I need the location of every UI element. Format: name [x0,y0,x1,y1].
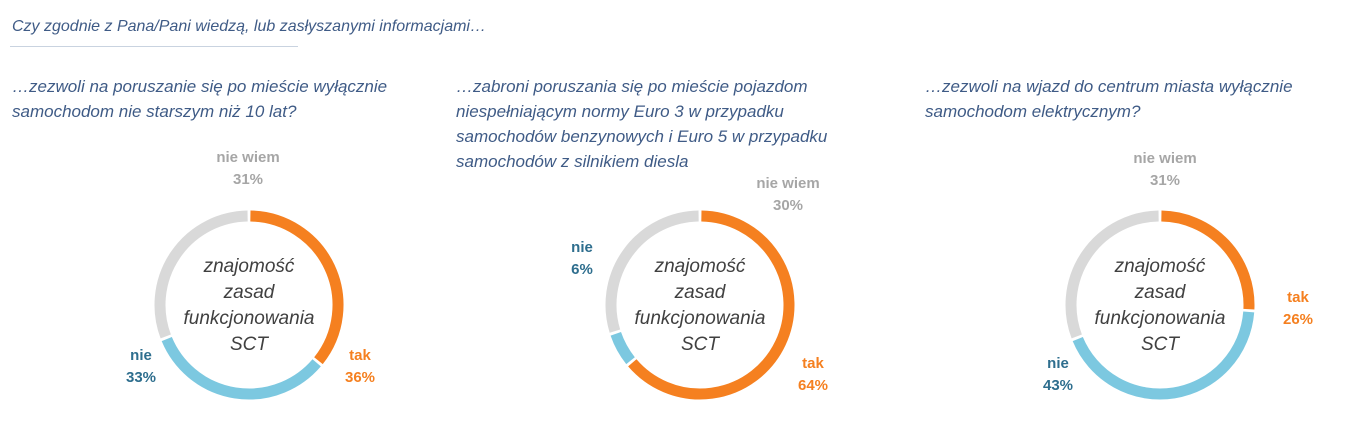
slice-value-nie: 43% [1043,377,1073,394]
donut-center-text: znajomość [203,256,295,277]
slice-value-tak: 64% [798,377,828,394]
donut-slice-nie-wiem [605,210,699,333]
question-1: …zezwoli na poruszanie się po mieście wy… [12,74,432,124]
donut-center-text: zasad [223,282,276,303]
survey-header: Czy zgodnie z Pana/Pani wiedzą, lub zasł… [12,18,486,35]
slice-value-nie: 33% [126,369,156,386]
donut-slice-nie-wiem [1065,210,1159,339]
question-3: …zezwoli na wjazd do centrum miasta wyłą… [925,74,1345,124]
donut-center-text: znajomość [654,256,746,277]
donut-slice-tak [250,210,344,365]
slice-value-nie-wiem: 31% [1150,172,1180,189]
question-2: …zabroni poruszania się po mieście pojaz… [456,74,876,174]
donut-slice-nie [610,331,635,365]
slice-label-nie-wiem: nie wiem [216,149,279,166]
donut-center-text: funkcjonowania [1095,308,1226,329]
donut-center-text: zasad [1134,282,1187,303]
donut-slice-tak [628,210,795,400]
slice-value-tak: 26% [1283,311,1313,328]
donut-center-text: SCT [230,334,269,355]
slice-value-tak: 36% [345,369,375,386]
header-divider [10,46,298,47]
donut-center-text: zasad [674,282,727,303]
question-3-line: …zezwoli na wjazd do centrum miasta wyłą… [925,77,1293,96]
donut-slice-nie-wiem [154,210,248,339]
donut-slice-nie [1072,311,1255,400]
question-3-line: samochodom elektrycznym? [925,102,1141,121]
question-2-line: samochodów benzynowych i Euro 5 w przypa… [456,127,828,146]
slice-label-nie-wiem: nie wiem [756,175,819,192]
slice-label-tak: tak [802,355,824,372]
donut-slice-nie [161,336,321,400]
slice-label-nie: nie [1047,355,1069,372]
donut-center-text: znajomość [1114,256,1206,277]
question-2-line: niespełniającym normy Euro 3 w przypadku [456,102,784,121]
question-1-line: samochodom nie starszym niż 10 lat? [12,102,297,121]
slice-value-nie: 6% [571,261,593,278]
question-2-line: samochodów z silnikiem diesla [456,152,689,171]
question-2-line: …zabroni poruszania się po mieście pojaz… [456,77,808,96]
slice-label-tak: tak [1287,289,1309,306]
question-1-line: …zezwoli na poruszanie się po mieście wy… [12,77,388,96]
slice-value-nie-wiem: 31% [233,171,263,188]
donut-center-text: SCT [681,334,720,355]
donut-center-text: funkcjonowania [635,308,766,329]
slice-label-nie: nie [130,347,152,364]
slice-label-nie: nie [571,239,593,256]
donut-center-text: SCT [1141,334,1180,355]
slice-label-tak: tak [349,347,371,364]
slice-label-nie-wiem: nie wiem [1133,150,1196,167]
donut-slice-tak [1161,210,1255,310]
slice-value-nie-wiem: 30% [773,197,803,214]
donut-center-text: funkcjonowania [184,308,315,329]
